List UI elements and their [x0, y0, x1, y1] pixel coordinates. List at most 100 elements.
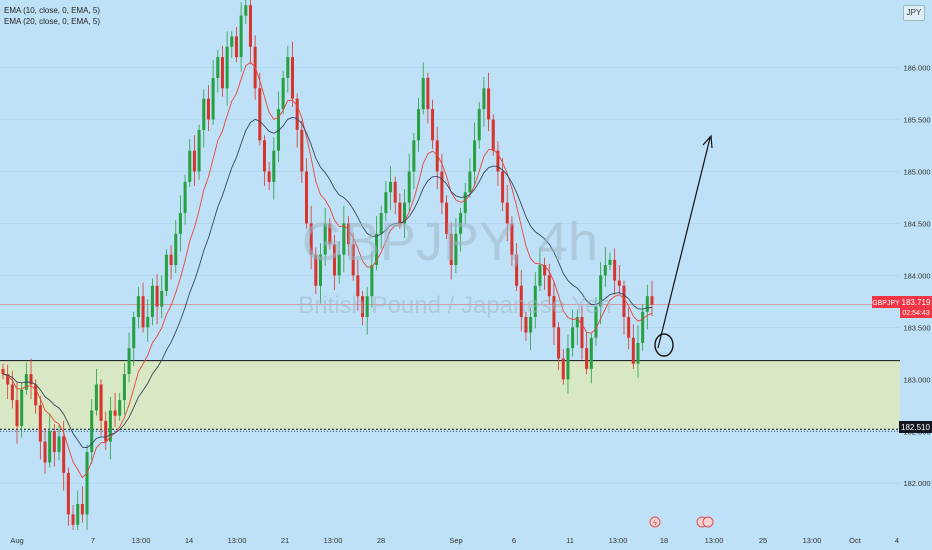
candle	[248, 0, 252, 65]
x-tick-label: 4	[895, 536, 899, 545]
candle	[505, 184, 509, 242]
candle	[267, 162, 271, 191]
candle	[234, 27, 238, 63]
candle	[206, 85, 210, 131]
x-tick-label: 13:00	[324, 536, 343, 545]
candle	[519, 270, 523, 332]
candle	[85, 444, 89, 533]
candle	[216, 49, 220, 93]
candle	[94, 368, 98, 416]
candle	[239, 2, 243, 72]
watermark-symbol: GBPJPY, 4h	[302, 212, 598, 272]
y-tick-label: 185.000	[903, 167, 930, 176]
candle	[230, 31, 234, 59]
candle	[627, 307, 631, 350]
candle	[566, 334, 570, 394]
candle	[515, 243, 519, 291]
candle	[412, 133, 416, 190]
candle	[183, 174, 187, 225]
candle	[417, 97, 421, 152]
candle	[146, 299, 150, 342]
candle	[262, 135, 266, 187]
candle	[351, 232, 355, 281]
candle	[178, 195, 182, 252]
candle	[141, 282, 145, 333]
candle	[431, 99, 435, 149]
candle	[43, 428, 47, 474]
candle	[398, 193, 402, 229]
indicator-legend: EMA (10, close, 0, EMA, 5) EMA (20, clos…	[4, 5, 100, 27]
candle	[468, 157, 472, 198]
annotations: ϟ	[649, 134, 714, 528]
candle	[617, 265, 621, 295]
candle	[304, 157, 309, 229]
price-tag-price: 183.719	[902, 298, 931, 307]
ema-lines	[2, 61, 653, 479]
candle	[622, 280, 626, 335]
candle	[80, 486, 84, 523]
candle	[543, 257, 547, 290]
candle	[337, 241, 341, 284]
x-tick-label: 13:00	[132, 536, 151, 545]
level-tag-text: 182.510	[901, 423, 930, 432]
y-tick-label: 185.500	[903, 116, 930, 125]
candle	[71, 505, 75, 530]
candle	[309, 205, 313, 270]
candle	[38, 395, 42, 460]
x-tick-label: 13:00	[803, 536, 822, 545]
candle	[300, 120, 304, 183]
support-zone-fill	[0, 360, 900, 430]
candle	[66, 467, 70, 526]
candle	[52, 424, 56, 467]
candle	[421, 62, 425, 115]
candle	[403, 189, 407, 238]
x-tick-label: Sep	[449, 536, 462, 545]
legend-ema-10[interactable]: EMA (10, close, 0, EMA, 5)	[4, 6, 101, 15]
projection-arrow	[657, 137, 711, 349]
candle	[346, 216, 351, 256]
candle	[6, 364, 10, 400]
level-tag: 182.510	[899, 421, 932, 433]
candle	[160, 275, 164, 318]
support-zone	[0, 304, 900, 432]
x-tick-label: 7	[91, 536, 95, 545]
candle	[276, 91, 280, 163]
candle	[132, 311, 136, 366]
candle	[295, 93, 299, 148]
y-tick-label: 186.000	[903, 64, 930, 73]
x-tick-label: Aug	[10, 536, 23, 545]
x-tick-label: 28	[377, 536, 385, 545]
candle	[501, 157, 505, 211]
candle	[361, 290, 365, 326]
candle	[510, 216, 514, 267]
candle	[192, 135, 196, 187]
candle	[225, 31, 229, 106]
y-tick-label: 184.500	[903, 219, 930, 228]
candle	[529, 307, 533, 351]
currency-button[interactable]: JPY	[903, 5, 925, 21]
candle	[589, 332, 593, 384]
price-tag-symbol: GBPJPY	[872, 300, 900, 307]
legend-ema-20[interactable]: EMA (20, close, 0, EMA, 5)	[4, 17, 101, 26]
candle	[169, 245, 173, 280]
candle	[477, 101, 481, 149]
candle	[449, 222, 453, 280]
candle	[636, 325, 640, 379]
candle	[90, 399, 94, 464]
candle	[164, 249, 168, 297]
candle	[552, 280, 556, 346]
candle	[631, 324, 635, 369]
flash-event-icon[interactable]: ϟ	[649, 516, 661, 528]
candle	[328, 218, 332, 250]
candle	[188, 139, 192, 188]
candle	[603, 247, 607, 287]
economic-event-icon[interactable]	[696, 516, 714, 528]
candle	[281, 70, 285, 115]
price-tag-countdown: 02:54:43	[902, 310, 929, 317]
candle	[524, 311, 528, 341]
candle	[608, 252, 612, 271]
candle	[258, 72, 262, 146]
y-tick-label: 183.500	[903, 323, 930, 332]
